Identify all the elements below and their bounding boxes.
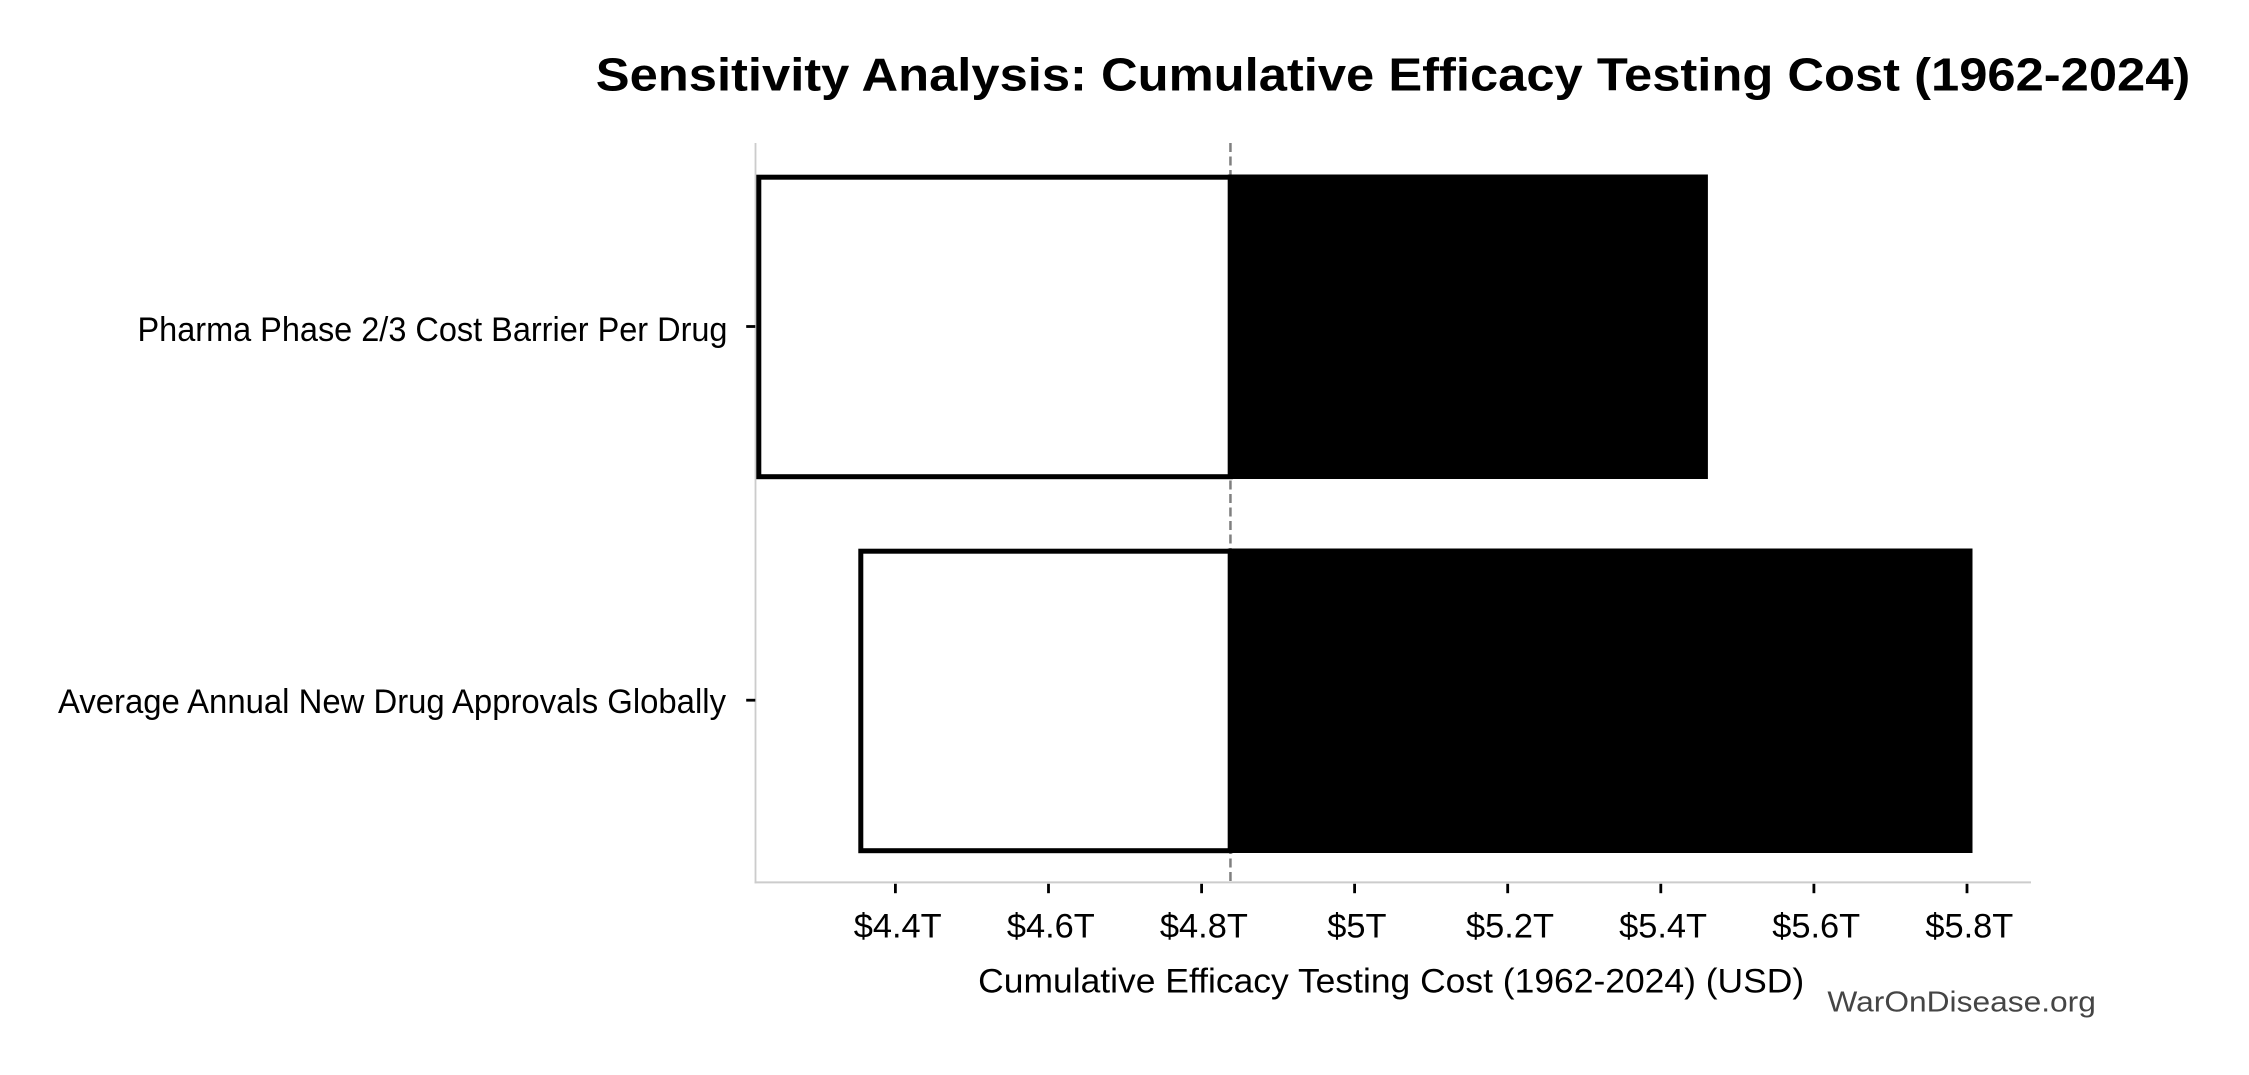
svg-text:$4.6T: $4.6T xyxy=(1007,908,1095,946)
svg-text:$5.6T: $5.6T xyxy=(1772,908,1860,946)
svg-text:$5.4T: $5.4T xyxy=(1619,908,1707,946)
svg-text:Average Annual New Drug Approv: Average Annual New Drug Approvals Global… xyxy=(58,683,727,721)
svg-text:$5.2T: $5.2T xyxy=(1466,908,1554,946)
svg-text:Cumulative Efficacy Testing Co: Cumulative Efficacy Testing Cost (1962-2… xyxy=(978,963,1804,1001)
svg-text:Sensitivity Analysis: Cumulati: Sensitivity Analysis: Cumulative Efficac… xyxy=(596,49,2191,101)
svg-text:$4.4T: $4.4T xyxy=(854,908,942,946)
svg-text:$5.8T: $5.8T xyxy=(1925,908,2013,946)
svg-text:Pharma Phase 2/3 Cost Barrier: Pharma Phase 2/3 Cost Barrier Per Drug xyxy=(138,311,728,349)
svg-text:$5T: $5T xyxy=(1327,908,1386,946)
svg-text:WarOnDisease.org: WarOnDisease.org xyxy=(1827,987,2095,1019)
svg-text:$4.8T: $4.8T xyxy=(1160,908,1248,946)
